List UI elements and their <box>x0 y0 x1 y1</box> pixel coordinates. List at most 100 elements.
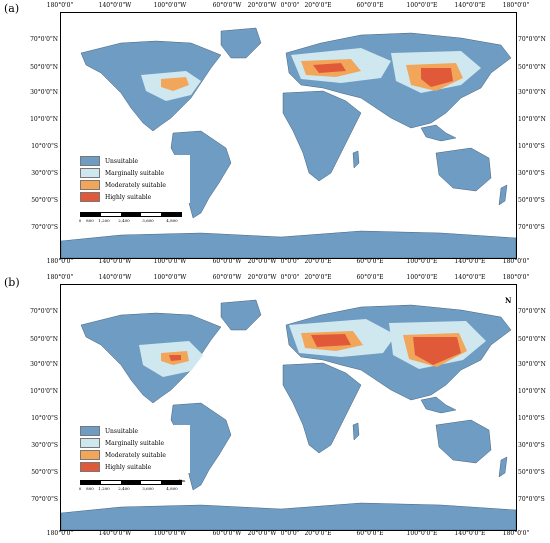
legend-swatch-moderate <box>80 180 100 190</box>
lat-tick: 30°0'0"S <box>518 170 545 177</box>
lon-tick: 20°0'0"E <box>304 2 332 9</box>
scale-label: 1,200 <box>98 486 110 491</box>
map-frame-b <box>60 284 517 531</box>
land-new-zealand <box>498 184 508 206</box>
lon-tick: 60°0'0"E <box>356 258 384 265</box>
suitability-high-eu <box>313 63 346 73</box>
lon-tick: 0°0'0" <box>280 258 300 265</box>
suitability-high-asia <box>421 68 453 87</box>
lat-tick: 10°0'0"S <box>518 415 545 422</box>
lon-tick: 100°0'0"W <box>153 2 187 9</box>
scale-label: 3,600 <box>142 218 154 223</box>
lat-tick: 30°0'0"N <box>30 361 58 368</box>
lon-tick: 100°0'0"E <box>406 258 438 265</box>
lon-tick: 140°0'0"E <box>454 274 486 281</box>
legend-item: Moderately suitable <box>80 449 190 461</box>
map-panel-b: (b) N Unsuitable Marginally sui <box>0 272 550 540</box>
lat-tick: 50°0'0"N <box>518 336 546 343</box>
legend-label: Moderately suitable <box>105 181 166 189</box>
legend-label: Highly suitable <box>105 193 152 201</box>
land-antarctica <box>61 502 516 530</box>
lon-tick: 20°0'0"W <box>247 258 277 265</box>
lat-tick: 30°0'0"N <box>518 89 546 96</box>
lon-tick: 140°0'0"W <box>98 530 132 537</box>
legend-item: Highly suitable <box>80 191 190 203</box>
land-madagascar <box>352 422 360 441</box>
lon-tick: 20°0'0"E <box>304 274 332 281</box>
legend-item: Marginally suitable <box>80 437 190 449</box>
legend-label: Unsuitable <box>105 427 139 435</box>
suitability-moderate-na <box>161 77 189 91</box>
legend-swatch-unsuitable <box>80 426 100 436</box>
lat-tick: 50°0'0"S <box>518 197 545 204</box>
legend-label: Unsuitable <box>105 157 139 165</box>
lat-tick: 10°0'0"N <box>518 116 546 123</box>
scale-bar-segments <box>80 480 182 485</box>
land-new-zealand <box>498 456 508 478</box>
lat-tick: 70°0'0"N <box>518 36 546 43</box>
lon-tick: 100°0'0"E <box>406 274 438 281</box>
legend-item: Unsuitable <box>80 425 190 437</box>
lon-tick: 180°0'0" <box>46 258 74 265</box>
scale-label: 4,800 <box>166 218 178 223</box>
lat-tick: 70°0'0"N <box>518 308 546 315</box>
scale-label: 0 <box>78 218 82 223</box>
land-se-asia-islands <box>420 124 457 142</box>
lon-tick: 60°0'0"W <box>212 274 242 281</box>
lat-tick: 50°0'0"S <box>31 469 58 476</box>
legend-label: Highly suitable <box>105 463 152 471</box>
lon-tick: 60°0'0"W <box>212 2 242 9</box>
lat-tick: 70°0'0"S <box>518 224 545 231</box>
legend-swatch-moderate <box>80 450 100 460</box>
land-africa <box>282 90 362 182</box>
scale-label: 1,200 <box>98 218 110 223</box>
scale-unit: Km <box>178 478 186 483</box>
lat-tick: 10°0'0"N <box>30 388 58 395</box>
lon-tick: 140°0'0"W <box>98 274 132 281</box>
lat-tick: 30°0'0"N <box>518 361 546 368</box>
lon-tick: 100°0'0"W <box>153 530 187 537</box>
legend-swatch-marginal <box>80 168 100 178</box>
lat-tick: 10°0'0"S <box>31 143 58 150</box>
lon-tick: 180°0'0" <box>502 530 530 537</box>
legend-b: Unsuitable Marginally suitable Moderatel… <box>80 425 190 473</box>
legend-label: Moderately suitable <box>105 451 166 459</box>
world-map-a <box>61 27 516 258</box>
scale-label: 800 <box>86 218 94 223</box>
legend-swatch-high <box>80 192 100 202</box>
lon-tick: 100°0'0"W <box>153 274 187 281</box>
lon-tick: 180°0'0" <box>502 274 530 281</box>
lat-tick: 70°0'0"N <box>30 36 58 43</box>
lon-tick: 0°0'0" <box>280 530 300 537</box>
world-map-b <box>61 299 516 530</box>
lat-tick: 50°0'0"S <box>31 197 58 204</box>
lat-tick: 10°0'0"N <box>30 116 58 123</box>
lon-tick: 20°0'0"W <box>247 530 277 537</box>
lat-tick: 10°0'0"S <box>518 143 545 150</box>
lon-tick: 100°0'0"E <box>406 530 438 537</box>
lon-tick: 100°0'0"W <box>153 258 187 265</box>
lat-tick: 30°0'0"N <box>30 89 58 96</box>
lon-tick: 60°0'0"W <box>212 258 242 265</box>
scale-bar-b: 0 800 1,200 2,400 3,600 4,800 Km <box>76 478 186 496</box>
legend-label: Marginally suitable <box>105 439 165 447</box>
map-panel-a: (a) <box>0 0 550 268</box>
lon-tick: 180°0'0" <box>46 274 74 281</box>
lon-tick: 140°0'0"W <box>98 2 132 9</box>
lon-tick: 60°0'0"E <box>356 2 384 9</box>
lon-tick: 60°0'0"E <box>356 274 384 281</box>
scale-label: 800 <box>86 486 94 491</box>
scale-label: 4,800 <box>166 486 178 491</box>
scale-bar-a: 0 800 1,200 2,400 3,600 4,800 <box>76 210 186 228</box>
lon-tick: 20°0'0"E <box>304 258 332 265</box>
lat-tick: 30°0'0"S <box>31 442 58 449</box>
legend-item: Marginally suitable <box>80 167 190 179</box>
lon-tick: 140°0'0"E <box>454 530 486 537</box>
lat-tick: 30°0'0"S <box>518 442 545 449</box>
scale-label: 2,400 <box>118 218 130 223</box>
lat-tick: 50°0'0"S <box>518 469 545 476</box>
legend-item: Unsuitable <box>80 155 190 167</box>
land-australia <box>435 419 492 464</box>
land-greenland <box>220 27 262 59</box>
lon-tick: 60°0'0"W <box>212 530 242 537</box>
